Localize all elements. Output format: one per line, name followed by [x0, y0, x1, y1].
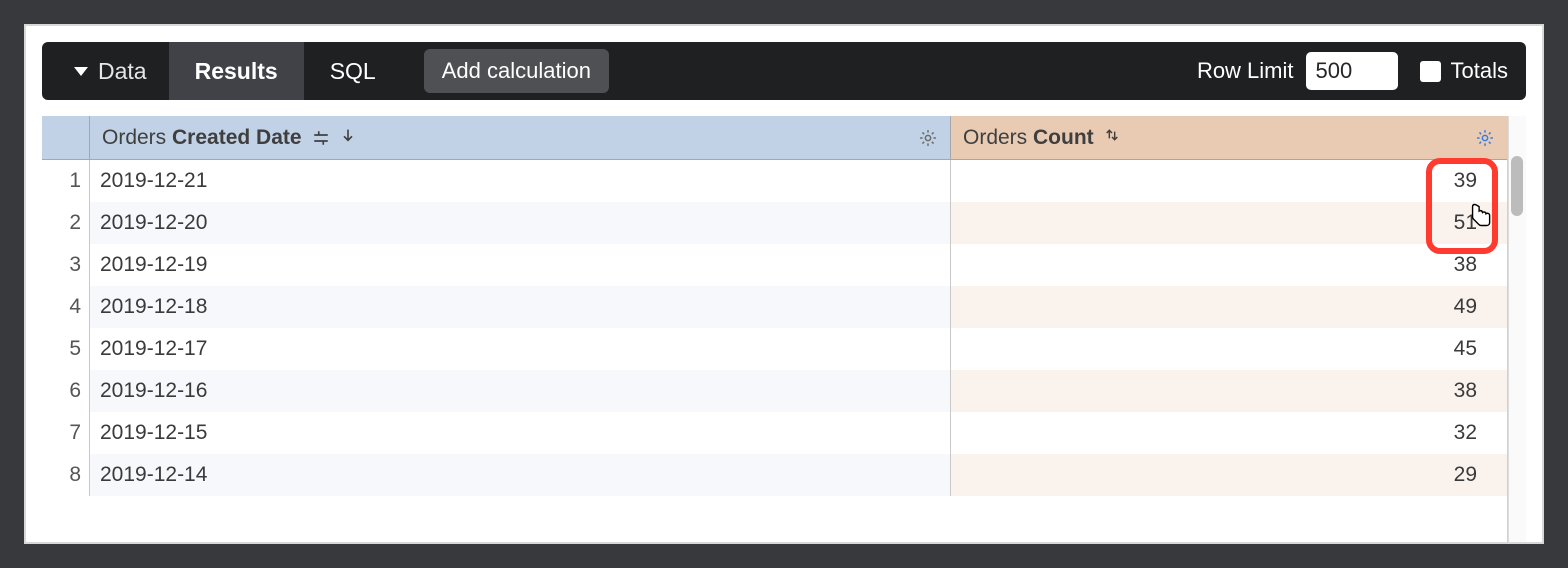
caret-down-icon	[74, 67, 88, 76]
cell-count[interactable]: 39	[951, 160, 1507, 202]
table-row[interactable]: 52019-12-1745	[42, 328, 1507, 370]
cell-created-date[interactable]: 2019-12-17	[90, 328, 951, 370]
cell-created-date[interactable]: 2019-12-20	[90, 202, 951, 244]
row-number: 3	[42, 244, 90, 286]
table-row[interactable]: 22019-12-2051	[42, 202, 1507, 244]
row-number: 1	[42, 160, 90, 202]
table-row[interactable]: 82019-12-1429	[42, 454, 1507, 496]
cell-created-date[interactable]: 2019-12-19	[90, 244, 951, 286]
totals-checkbox[interactable]	[1420, 61, 1441, 82]
table-row[interactable]: 62019-12-1638	[42, 370, 1507, 412]
cell-created-date[interactable]: 2019-12-16	[90, 370, 951, 412]
tab-data-label: Data	[98, 58, 147, 85]
cell-created-date[interactable]: 2019-12-15	[90, 412, 951, 454]
cell-count[interactable]: 51	[951, 202, 1507, 244]
cell-count[interactable]: 38	[951, 244, 1507, 286]
cell-count[interactable]: 32	[951, 412, 1507, 454]
row-number: 2	[42, 202, 90, 244]
row-limit-input[interactable]	[1306, 52, 1398, 90]
gear-icon[interactable]	[918, 128, 938, 148]
cell-count[interactable]: 38	[951, 370, 1507, 412]
table-row[interactable]: 72019-12-1532	[42, 412, 1507, 454]
tab-results-label: Results	[195, 58, 278, 85]
table-header-row: Orders Created Date Or	[42, 116, 1507, 160]
vertical-scrollbar[interactable]	[1508, 116, 1526, 542]
cell-created-date[interactable]: 2019-12-14	[90, 454, 951, 496]
cell-count[interactable]: 49	[951, 286, 1507, 328]
results-area: Orders Created Date Or	[42, 116, 1526, 542]
row-number: 5	[42, 328, 90, 370]
results-panel: Data Results SQL Add calculation Row Lim…	[24, 24, 1544, 544]
row-limit-label: Row Limit	[1197, 58, 1294, 84]
tab-sql-label: SQL	[330, 58, 376, 85]
tab-data[interactable]: Data	[60, 42, 169, 100]
header-created-date[interactable]: Orders Created Date	[90, 116, 951, 160]
row-number: 8	[42, 454, 90, 496]
row-number: 7	[42, 412, 90, 454]
row-number: 6	[42, 370, 90, 412]
header-rownum	[42, 116, 90, 160]
totals-label: Totals	[1451, 58, 1508, 84]
row-limit-group: Row Limit	[1197, 52, 1398, 90]
sort-both-icon[interactable]	[1104, 126, 1120, 150]
gear-icon[interactable]	[1475, 128, 1495, 148]
cell-count[interactable]: 45	[951, 328, 1507, 370]
scroll-thumb[interactable]	[1511, 156, 1523, 216]
row-number: 4	[42, 286, 90, 328]
add-calculation-label: Add calculation	[442, 58, 591, 83]
table-row[interactable]: 12019-12-2139	[42, 160, 1507, 202]
sort-desc-icon[interactable]	[340, 125, 356, 150]
table-row[interactable]: 42019-12-1849	[42, 286, 1507, 328]
toolbar: Data Results SQL Add calculation Row Lim…	[42, 42, 1526, 100]
header-orders-count-label: Orders Count	[963, 126, 1094, 150]
add-calculation-button[interactable]: Add calculation	[424, 49, 609, 93]
pivot-icon[interactable]	[312, 129, 330, 147]
header-orders-count[interactable]: Orders Count	[951, 116, 1507, 160]
totals-group: Totals	[1420, 58, 1508, 84]
header-created-date-label: Orders Created Date	[102, 126, 302, 150]
table-body: 12019-12-213922019-12-205132019-12-19384…	[42, 160, 1507, 542]
tab-sql[interactable]: SQL	[304, 42, 402, 100]
table-row[interactable]: 32019-12-1938	[42, 244, 1507, 286]
results-table: Orders Created Date Or	[42, 116, 1508, 542]
tab-results[interactable]: Results	[169, 42, 304, 100]
cell-count[interactable]: 29	[951, 454, 1507, 496]
cell-created-date[interactable]: 2019-12-18	[90, 286, 951, 328]
cell-created-date[interactable]: 2019-12-21	[90, 160, 951, 202]
